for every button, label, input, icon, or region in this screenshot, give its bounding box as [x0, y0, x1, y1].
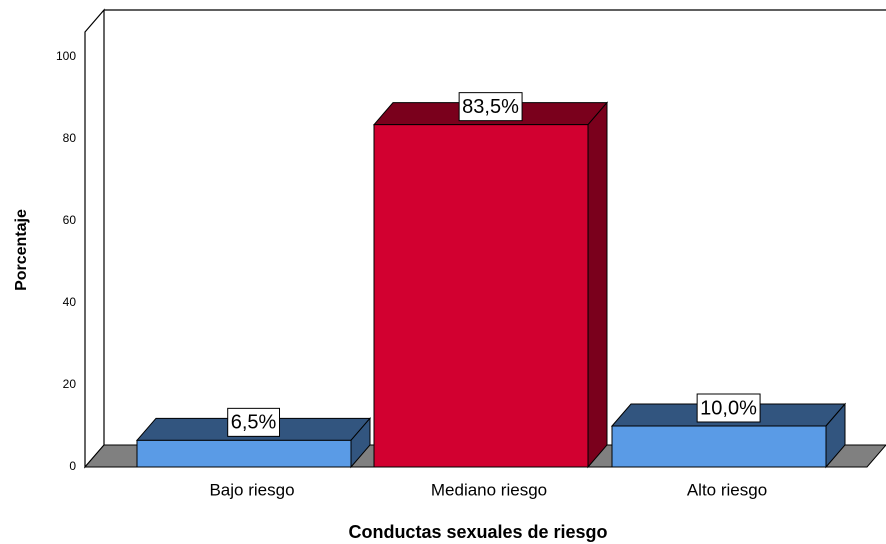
bar [136, 439, 352, 468]
bar [611, 425, 827, 468]
y-tick-label: 60 [63, 213, 77, 227]
y-tick-label: 0 [69, 459, 76, 473]
bar-side [587, 101, 608, 469]
x-axis-label: Conductas sexuales de riesgo [348, 522, 607, 542]
value-label: 6,5% [231, 412, 277, 434]
value-label: 83,5% [462, 96, 519, 118]
y-tick-label: 100 [56, 49, 76, 63]
y-axis-label: Porcentaje [13, 209, 30, 291]
value-label-box [458, 92, 523, 122]
x-tick-label: Mediano riesgo [431, 480, 547, 499]
left-wall [84, 8, 105, 469]
value-label-box [227, 407, 281, 437]
value-label-box [696, 393, 761, 423]
y-tick-label: 80 [63, 131, 77, 145]
x-tick-label: Bajo riesgo [209, 480, 294, 499]
y-tick-label: 40 [63, 295, 77, 309]
x-tick-label: Alto riesgo [687, 480, 767, 499]
bar [373, 124, 589, 468]
y-tick-label: 20 [63, 377, 77, 391]
value-label: 10,0% [700, 397, 757, 419]
